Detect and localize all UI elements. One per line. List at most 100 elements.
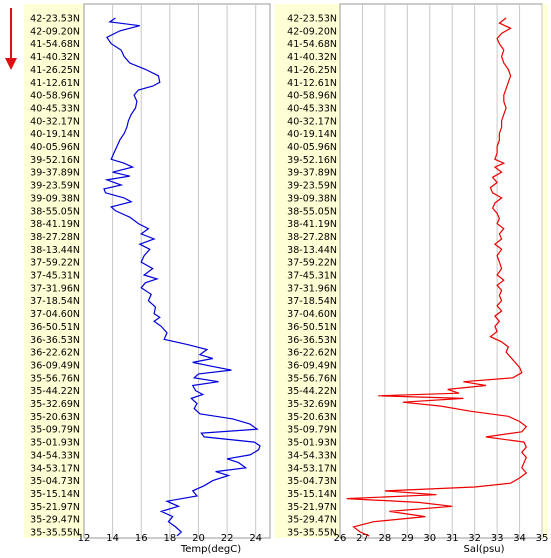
latitude-label: 38-41.19N (287, 219, 337, 230)
latitude-label: 34-53.17N (30, 463, 80, 474)
latitude-label: 35-44.22N (30, 386, 80, 397)
latitude-label: 42-09.20N (30, 26, 80, 37)
plot-area (339, 3, 543, 539)
latitude-label: 36-50.51N (287, 322, 337, 333)
latitude-label: 37-31.96N (30, 283, 80, 294)
x-tick-label: 35 (536, 533, 549, 544)
latitude-label: 35-01.93N (287, 438, 337, 449)
x-tick-label: 14 (106, 533, 119, 544)
latitude-label: 35-56.76N (287, 373, 337, 384)
latitude-label: 35-20.63N (287, 412, 337, 423)
x-tick-label: 32 (468, 533, 481, 544)
latitude-label: 41-54.68N (287, 39, 337, 50)
latitude-label: 40-19.14N (30, 129, 80, 140)
latitude-label: 39-37.89N (287, 168, 337, 179)
latitude-label: 35-56.76N (30, 373, 80, 384)
latitude-label: 37-18.54N (30, 296, 80, 307)
latitude-label: 38-41.19N (30, 219, 80, 230)
latitude-label: 41-26.25N (287, 65, 337, 76)
x-tick-label: 18 (163, 533, 176, 544)
x-tick-label: 12 (78, 533, 91, 544)
latitude-label: 35-15.14N (30, 489, 80, 500)
latitude-label: 36-36.53N (287, 335, 337, 346)
latitude-label: 35-15.14N (287, 489, 337, 500)
latitude-label: 34-54.33N (30, 450, 80, 461)
x-tick-label: 20 (192, 533, 205, 544)
latitude-label: 39-09.38N (287, 193, 337, 204)
salinity-axis-label: Sal(psu) (464, 544, 505, 555)
latitude-label: 41-12.61N (30, 78, 80, 89)
gridlines (361, 4, 543, 538)
latitude-label: 41-54.68N (30, 39, 80, 50)
latitude-label: 34-54.33N (287, 450, 337, 461)
latitude-label: 41-40.32N (287, 52, 337, 63)
latitude-label: 37-04.60N (30, 309, 80, 320)
latitude-label: 36-50.51N (30, 322, 80, 333)
latitude-label: 39-23.59N (287, 181, 337, 192)
x-tick-labels: 26 27 28 29 30 31 32 33 34 35 (334, 533, 549, 544)
latitude-label: 40-32.17N (30, 116, 80, 127)
latitude-label: 35-29.47N (287, 515, 337, 526)
latitude-label: 40-58.96N (30, 91, 80, 102)
latitude-label: 37-45.31N (287, 271, 337, 282)
latitude-label: 35-35.55N (30, 528, 80, 539)
latitude-label: 37-18.54N (287, 296, 337, 307)
direction-arrow-icon (5, 8, 17, 70)
latitude-label: 40-58.96N (287, 91, 337, 102)
latitude-label: 41-12.61N (287, 78, 337, 89)
latitude-label: 40-05.96N (30, 142, 80, 153)
x-tick-label: 26 (334, 533, 347, 544)
latitude-label: 37-31.96N (287, 283, 337, 294)
x-tick-label: 29 (401, 533, 414, 544)
latitude-label: 42-09.20N (287, 26, 337, 37)
latitude-label: 35-09.79N (30, 425, 80, 436)
latitude-label: 36-22.62N (30, 348, 80, 359)
latitude-label: 41-26.25N (30, 65, 80, 76)
latitude-label: 40-05.96N (287, 142, 337, 153)
latitude-label: 35-32.69N (287, 399, 337, 410)
x-tick-label: 34 (513, 533, 526, 544)
x-tick-label: 22 (221, 533, 234, 544)
temperature-axis-label: Temp(degC) (180, 544, 241, 555)
latitude-label: 40-45.33N (287, 103, 337, 114)
latitude-label: 35-20.63N (30, 412, 80, 423)
latitude-label: 35-29.47N (30, 515, 80, 526)
latitude-label: 36-36.53N (30, 335, 80, 346)
latitude-label: 35-04.73N (30, 476, 80, 487)
latitude-label: 34-53.17N (287, 463, 337, 474)
latitude-label: 37-59.22N (287, 258, 337, 269)
latitude-label: 39-09.38N (30, 193, 80, 204)
x-tick-label: 16 (135, 533, 148, 544)
salinity-line (346, 17, 528, 537)
plot-area (83, 3, 271, 539)
latitude-label: 39-52.16N (287, 155, 337, 166)
x-tick-label: 31 (446, 533, 459, 544)
latitude-label: 35-01.93N (30, 438, 80, 449)
latitude-label: 38-27.28N (287, 232, 337, 243)
latitude-label: 36-09.49N (30, 360, 80, 371)
latitude-label: 39-23.59N (30, 181, 80, 192)
latitude-label: 35-44.22N (287, 386, 337, 397)
latitude-label: 40-19.14N (287, 129, 337, 140)
gridlines (112, 4, 257, 538)
latitude-label: 36-09.49N (287, 360, 337, 371)
latitude-label: 38-13.44N (30, 245, 80, 256)
x-tick-label: 27 (356, 533, 369, 544)
latitude-label: 37-45.31N (30, 271, 80, 282)
latitude-label: 41-40.32N (30, 52, 80, 63)
x-tick-labels: 12 14 16 18 20 22 24 (78, 533, 262, 544)
latitude-label: 37-59.22N (30, 258, 80, 269)
latitude-label: 38-13.44N (287, 245, 337, 256)
latitude-label: 38-55.05N (30, 206, 80, 217)
latitude-label: 35-21.97N (30, 502, 80, 513)
latitude-label: 39-37.89N (30, 168, 80, 179)
latitude-label: 35-04.73N (287, 476, 337, 487)
x-tick-label: 28 (379, 533, 392, 544)
latitude-label: 42-23.53N (287, 14, 337, 25)
latitude-label: 37-04.60N (287, 309, 337, 320)
x-tick-label: 30 (423, 533, 436, 544)
